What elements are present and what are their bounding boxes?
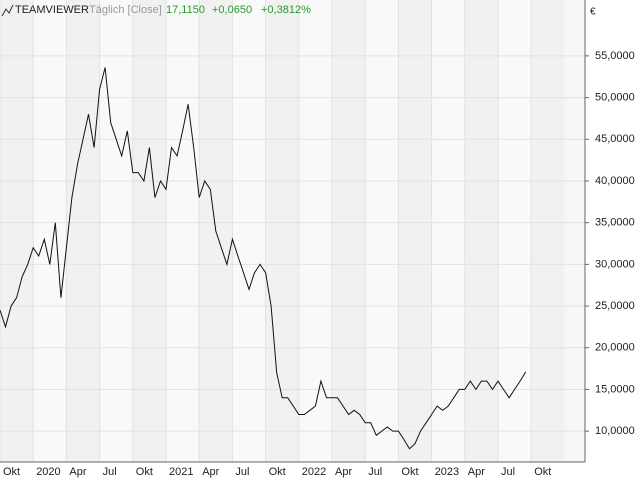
quarter-band <box>298 0 332 462</box>
change-pct: +0,3812% <box>261 4 311 16</box>
x-tick-label: Jul <box>103 466 117 478</box>
x-tick-label: 2022 <box>302 466 326 478</box>
quarter-band <box>332 0 366 462</box>
y-tick-label: 15,0000 <box>595 383 635 395</box>
last-price: 17,1150 <box>166 4 205 16</box>
x-tick-label: Apr <box>468 466 485 478</box>
y-tick-label: 10,0000 <box>595 425 635 437</box>
y-tick-label: 40,0000 <box>595 175 635 187</box>
x-tick-label: Okt <box>269 466 286 478</box>
x-tick-label: Jul <box>235 466 249 478</box>
quarter-band <box>33 0 67 462</box>
quarter-band <box>132 0 166 462</box>
quarter-band <box>431 0 465 462</box>
x-tick-label: Apr <box>202 466 219 478</box>
quarter-band <box>464 0 498 462</box>
y-tick-label: 20,0000 <box>595 342 635 354</box>
instrument-name: TEAMVIEWER <box>15 4 89 16</box>
quarter-band <box>166 0 200 462</box>
quarter-band <box>99 0 133 462</box>
mode: Täglich [Close] <box>89 4 162 16</box>
x-tick-label: Jul <box>368 466 382 478</box>
x-tick-label: Okt <box>3 466 20 478</box>
y-tick-label: 55,0000 <box>595 50 635 62</box>
y-tick-label: 35,0000 <box>595 217 635 229</box>
quarter-band <box>531 0 565 462</box>
x-tick-label: 2021 <box>169 466 193 478</box>
x-tick-label: Apr <box>335 466 352 478</box>
x-tick-label: Jul <box>501 466 515 478</box>
quarter-band <box>365 0 399 462</box>
y-tick-label: 30,0000 <box>595 258 635 270</box>
quarter-band <box>498 0 532 462</box>
y-unit: € <box>590 7 596 18</box>
x-tick-label: Apr <box>69 466 86 478</box>
price-line <box>0 67 527 450</box>
quarter-band <box>398 0 432 462</box>
x-tick-label: Okt <box>401 466 418 478</box>
chart-icon <box>1 4 14 17</box>
change: +0,0650 <box>212 4 252 16</box>
x-tick-label: Okt <box>534 466 551 478</box>
x-tick-label: Okt <box>136 466 153 478</box>
quarter-band <box>0 0 34 462</box>
quarter-band <box>265 0 299 462</box>
y-tick-label: 45,0000 <box>595 133 635 145</box>
quarter-band <box>232 0 266 462</box>
x-tick-label: 2020 <box>36 466 60 478</box>
y-tick-label: 25,0000 <box>595 300 635 312</box>
y-tick-label: 50,0000 <box>595 91 635 103</box>
x-tick-label: 2023 <box>435 466 459 478</box>
quarter-band <box>66 0 100 462</box>
